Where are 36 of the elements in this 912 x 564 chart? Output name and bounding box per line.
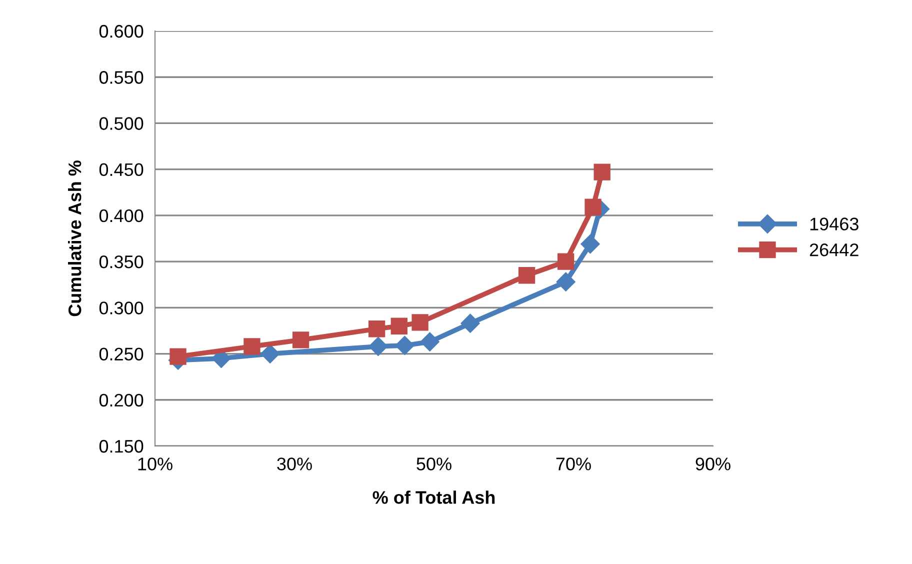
y-tick-label: 0.600 bbox=[99, 24, 144, 38]
point bbox=[368, 320, 386, 338]
y-tick-label: 0.250 bbox=[99, 348, 144, 360]
x-tick-label: 90% bbox=[696, 458, 730, 470]
point bbox=[368, 336, 388, 356]
x-tick-label: 50% bbox=[416, 458, 452, 470]
legend-label: 26442 bbox=[810, 243, 858, 256]
point bbox=[556, 272, 576, 292]
point bbox=[557, 253, 574, 270]
y-tick-label: 0.350 bbox=[99, 255, 144, 268]
y-axis-title: Cumulative Ash % bbox=[68, 160, 82, 316]
point bbox=[460, 314, 480, 333]
y-tick-label: 0.400 bbox=[99, 209, 144, 222]
y-tick-label: 0.300 bbox=[99, 302, 144, 314]
y-tick-label: 0.150 bbox=[99, 440, 144, 453]
x-tick-label: 70% bbox=[556, 458, 591, 470]
point bbox=[395, 336, 414, 356]
point bbox=[390, 318, 408, 334]
point bbox=[518, 267, 536, 284]
point bbox=[244, 338, 260, 355]
point bbox=[170, 348, 186, 365]
point bbox=[412, 314, 428, 331]
y-tick-label: 0.550 bbox=[99, 71, 144, 84]
point bbox=[292, 332, 310, 348]
y-tick-label: 0.200 bbox=[99, 394, 144, 407]
point bbox=[594, 164, 610, 180]
y-tick-label: 0.450 bbox=[99, 163, 144, 176]
x-axis-title: % of Total Ash bbox=[372, 490, 495, 504]
point bbox=[580, 234, 600, 254]
point bbox=[420, 332, 440, 352]
point bbox=[584, 198, 602, 216]
legend-label: 19463 bbox=[810, 218, 858, 230]
x-tick-label: 10% bbox=[138, 458, 172, 470]
point bbox=[260, 344, 280, 364]
y-tick-label: 0.500 bbox=[99, 117, 144, 130]
x-tick-label: 30% bbox=[277, 458, 312, 470]
